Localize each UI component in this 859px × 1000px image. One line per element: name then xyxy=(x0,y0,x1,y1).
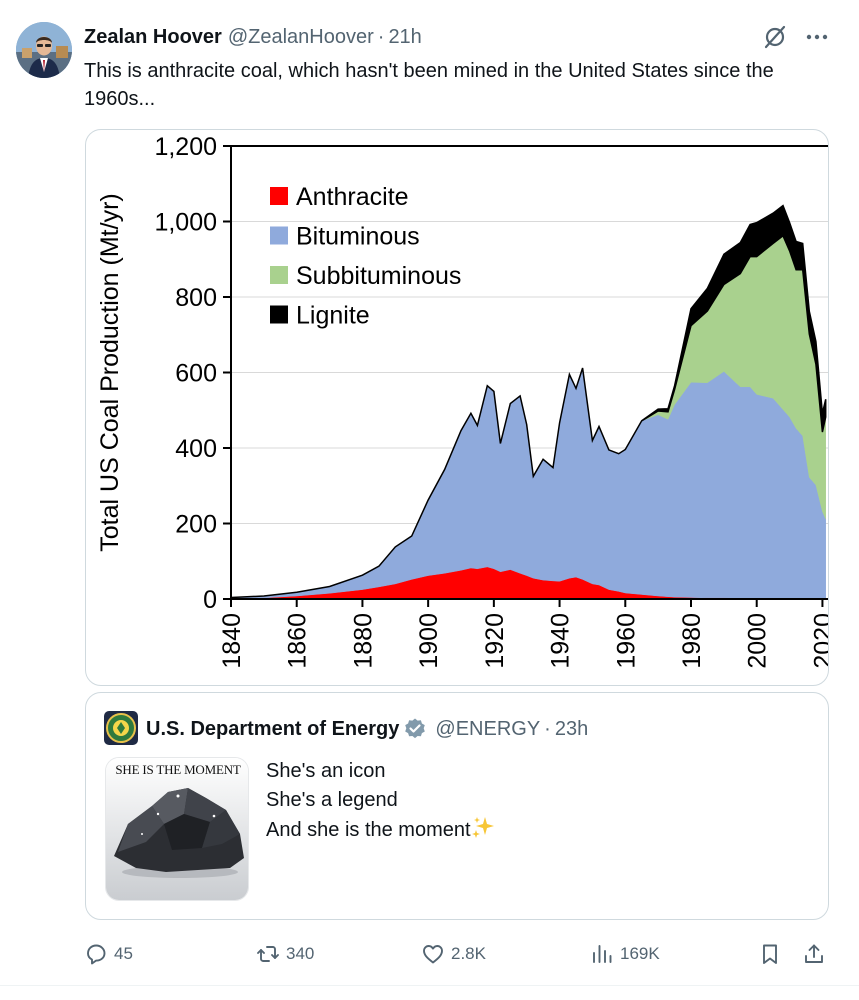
action-bar: 45 340 2.8K 169K xyxy=(0,934,859,974)
header-separator: · xyxy=(377,25,385,48)
legend-swatch-bituminous xyxy=(270,226,288,245)
x-tick-label: 1860 xyxy=(284,613,312,669)
heart-icon xyxy=(423,945,443,964)
legend-label-anthracite: Anthracite xyxy=(296,183,409,211)
author-handle[interactable]: @ZealanHoover xyxy=(227,25,374,48)
y-tick-label: 1,200 xyxy=(154,133,217,161)
like-count: 2.8K xyxy=(451,944,486,963)
legend-label-bituminous: Bituminous xyxy=(296,223,420,251)
x-tick-label: 1980 xyxy=(678,613,706,669)
coal-photo-thumbnail[interactable]: SHE IS THE MOMENT xyxy=(105,757,249,901)
author-avatar[interactable] xyxy=(16,22,72,78)
series-area-lignite xyxy=(230,204,827,599)
tweet-text: This is anthracite coal, which hasn't be… xyxy=(84,60,774,110)
x-tick-label: 1900 xyxy=(415,613,443,669)
share-button[interactable] xyxy=(802,940,826,968)
author-name[interactable]: Zealan Hoover xyxy=(84,25,222,48)
quoted-line-2: She's a legend xyxy=(266,789,398,811)
y-tick-label: 600 xyxy=(175,360,217,388)
legend-label-lignite: Lignite xyxy=(296,302,370,330)
legend-swatch-lignite xyxy=(270,305,288,324)
chart-image[interactable]: 0 200 400 600 800 1,000 1,200 1840 1860 1880 1900 1… xyxy=(85,129,829,686)
divider xyxy=(0,985,859,986)
quoted-timestamp[interactable]: 23h xyxy=(554,717,589,740)
quoted-text: She's an icon She's a legend And she is … xyxy=(266,757,495,845)
views-button[interactable]: 169K xyxy=(590,940,660,968)
x-tick-label: 2020 xyxy=(809,613,829,669)
tweet-timestamp[interactable]: 21h xyxy=(388,25,422,48)
bookmark-icon xyxy=(763,944,777,964)
quoted-line-3: And she is the moment xyxy=(266,815,495,845)
y-tick-label: 800 xyxy=(175,284,217,312)
thumbnail-caption: SHE IS THE MOMENT xyxy=(115,762,241,777)
x-tick-label: 1940 xyxy=(547,613,575,669)
repost-count: 340 xyxy=(286,944,315,963)
verified-badge-icon xyxy=(405,718,426,739)
x-tick-label: 1960 xyxy=(612,613,640,669)
y-axis-label: Total US Coal Production (Mt/yr) xyxy=(96,193,124,551)
reply-button[interactable]: 45 xyxy=(84,940,133,968)
repost-button[interactable]: 340 xyxy=(256,940,314,968)
sparkles-icon xyxy=(471,817,494,838)
grok-icon[interactable] xyxy=(762,24,788,50)
reply-count: 45 xyxy=(114,944,133,963)
energy-seal-avatar[interactable] xyxy=(104,711,138,745)
legend-swatch-subbituminous xyxy=(270,266,288,284)
y-tick-label: 200 xyxy=(175,511,217,539)
quoted-tweet[interactable]: U.S. Department of Energy @ENERGY · 23h xyxy=(85,692,829,920)
tweet-header: Zealan Hoover @ZealanHoover · 21h xyxy=(84,24,422,50)
quoted-handle[interactable]: @ENERGY xyxy=(435,717,541,740)
coal-production-chart: 0 200 400 600 800 1,000 1,200 1840 1860 1880 1900 1… xyxy=(96,133,829,669)
y-tick-label: 0 xyxy=(203,586,217,614)
legend-swatch-anthracite xyxy=(270,187,288,205)
quoted-author-name[interactable]: U.S. Department of Energy xyxy=(146,717,400,740)
bookmark-button[interactable] xyxy=(758,940,782,968)
like-button[interactable]: 2.8K xyxy=(421,940,486,968)
legend-label-subbituminous: Subbituminous xyxy=(296,262,461,290)
x-tick-label: 1880 xyxy=(349,613,377,669)
repost-icon xyxy=(257,946,279,962)
y-tick-label: 1,000 xyxy=(154,209,217,237)
views-chart-icon xyxy=(593,945,612,963)
quoted-line-1: She's an icon xyxy=(266,760,386,782)
share-icon xyxy=(805,944,823,963)
quoted-line-3-text: And she is the moment xyxy=(266,819,471,841)
quoted-header: U.S. Department of Energy @ENERGY · 23h xyxy=(146,715,588,743)
series-area-bituminous xyxy=(230,367,826,599)
x-tick-label: 2000 xyxy=(744,613,772,669)
x-tick-label: 1840 xyxy=(218,613,246,669)
more-options-icon[interactable] xyxy=(802,24,832,50)
views-count: 169K xyxy=(620,944,660,963)
y-tick-label: 400 xyxy=(175,435,217,463)
x-tick-label: 1920 xyxy=(481,613,509,669)
reply-icon xyxy=(87,944,106,965)
quoted-separator: · xyxy=(544,717,551,740)
